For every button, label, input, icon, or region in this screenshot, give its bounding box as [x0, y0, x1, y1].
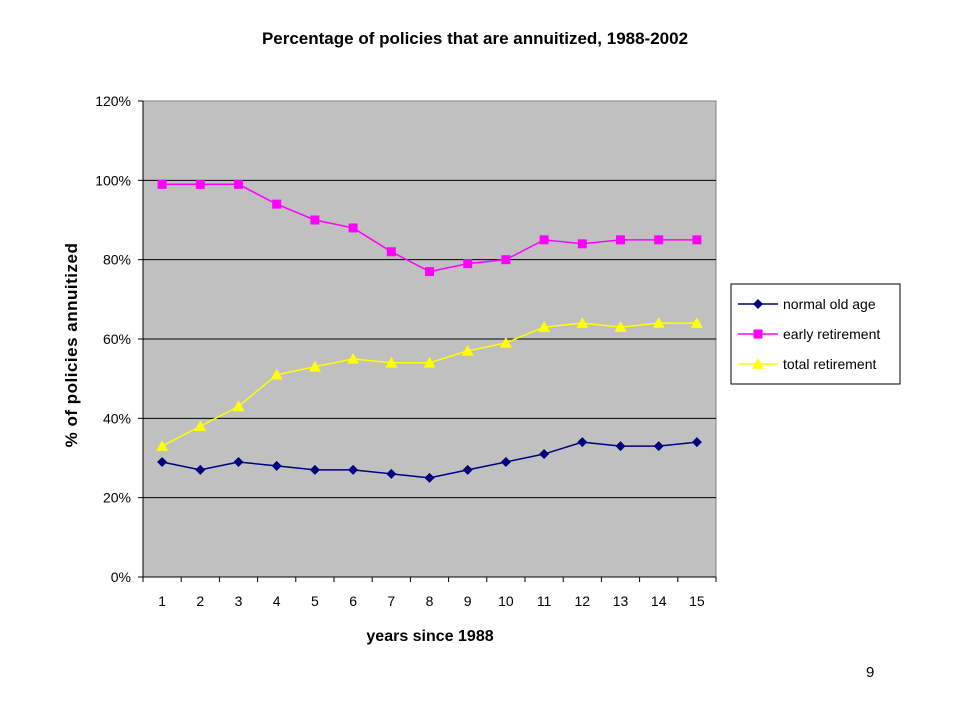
series-normal-old-age: [157, 437, 702, 483]
data-point-early-retirement: [425, 267, 434, 277]
legend-item-normal-old-age: normal old age: [738, 296, 876, 312]
x-tick-label: 5: [311, 593, 319, 609]
y-tick-label: 40%: [103, 410, 131, 426]
legend: normal old age early retirement total reti…: [730, 283, 901, 385]
data-point-total-retirement: [576, 317, 589, 328]
y-tick-label: 0%: [111, 569, 131, 585]
data-point-total-retirement: [270, 368, 283, 380]
x-tick-label: 2: [196, 593, 204, 609]
legend-item-total-retirement: total retirement: [738, 356, 876, 372]
data-point-total-retirement: [499, 336, 512, 348]
data-point-normal-old-age: [691, 437, 702, 448]
x-tick-label: 4: [273, 593, 281, 609]
data-point-early-retirement: [157, 179, 167, 189]
data-point-early-retirement: [386, 247, 396, 257]
data-point-total-retirement: [347, 352, 360, 364]
data-point-total-retirement: [690, 317, 703, 328]
data-point-early-retirement: [463, 259, 473, 269]
legend-marker: [753, 299, 763, 309]
series-early-retirement: [157, 179, 702, 277]
data-point-total-retirement: [423, 356, 436, 368]
y-tick-label: 120%: [95, 93, 131, 109]
x-tick-label: 6: [349, 593, 357, 609]
x-tick-label: 7: [387, 593, 395, 609]
data-point-normal-old-age: [500, 456, 511, 467]
data-point-early-retirement: [692, 235, 702, 245]
data-point-early-retirement: [234, 179, 243, 189]
data-point-normal-old-age: [462, 464, 473, 475]
legend-label: early retirement: [783, 326, 880, 342]
data-point-normal-old-age: [615, 441, 626, 452]
data-point-total-retirement: [194, 420, 207, 432]
series-total-retirement: [156, 317, 703, 451]
page-number: 9: [866, 664, 875, 681]
data-point-early-retirement: [577, 239, 587, 249]
y-tick-labels: 0% 20% 40% 60% 80% 100% 120%: [95, 93, 131, 585]
data-point-early-retirement: [195, 179, 205, 189]
data-point-normal-old-age: [271, 460, 282, 471]
data-point-total-retirement: [461, 344, 474, 356]
data-point-normal-old-age: [539, 449, 550, 460]
data-point-early-retirement: [616, 235, 625, 245]
legend-marker: [753, 329, 763, 339]
data-point-total-retirement: [385, 356, 398, 368]
data-point-total-retirement: [308, 360, 321, 372]
data-point-normal-old-age: [157, 456, 168, 467]
data-point-normal-old-age: [424, 472, 435, 483]
series-group: [156, 179, 703, 483]
legend-label: total retirement: [783, 356, 876, 372]
data-point-early-retirement: [272, 199, 282, 209]
chart-title: Percentage of policies that are annuitiz…: [262, 29, 688, 48]
data-point-normal-old-age: [577, 437, 588, 448]
x-tick-label: 15: [689, 593, 705, 609]
data-point-total-retirement: [652, 317, 665, 328]
data-point-normal-old-age: [653, 441, 664, 452]
data-point-normal-old-age: [309, 464, 320, 475]
y-tick-label: 80%: [103, 252, 131, 268]
y-axis-title: % of policies annuitized: [62, 243, 81, 448]
axes: [138, 100, 717, 582]
x-tick-label: 9: [464, 593, 472, 609]
x-axis-title: years since 1988: [366, 628, 493, 645]
x-tick-label: 1: [158, 593, 166, 609]
data-point-early-retirement: [310, 215, 320, 225]
data-point-normal-old-age: [195, 464, 206, 475]
data-point-total-retirement: [538, 321, 551, 332]
y-tick-label: 20%: [103, 490, 131, 506]
x-tick-label: 3: [235, 593, 243, 609]
data-point-normal-old-age: [233, 456, 244, 467]
x-tick-label: 14: [651, 593, 667, 609]
x-tick-label: 10: [498, 593, 514, 609]
data-point-total-retirement: [156, 440, 169, 451]
y-tick-label: 60%: [103, 331, 131, 347]
data-point-early-retirement: [348, 223, 358, 233]
data-point-total-retirement: [614, 321, 627, 332]
x-tick-labels: 1 2 3 4 5 6 7 8 9 10 11 12 13 14 15: [158, 593, 705, 609]
y-tick-label: 100%: [95, 172, 131, 188]
legend-label: normal old age: [783, 296, 876, 312]
x-tick-label: 13: [613, 593, 629, 609]
x-tick-label: 11: [537, 593, 552, 609]
x-tick-label: 8: [426, 593, 434, 609]
data-point-normal-old-age: [348, 464, 359, 475]
data-point-early-retirement: [654, 235, 664, 245]
data-point-early-retirement: [539, 235, 549, 245]
x-tick-label: 12: [575, 593, 591, 609]
data-point-total-retirement: [232, 400, 245, 412]
data-point-normal-old-age: [386, 468, 397, 479]
data-point-early-retirement: [501, 255, 511, 265]
legend-item-early-retirement: early retirement: [738, 326, 880, 342]
legend-marker: [752, 358, 764, 369]
